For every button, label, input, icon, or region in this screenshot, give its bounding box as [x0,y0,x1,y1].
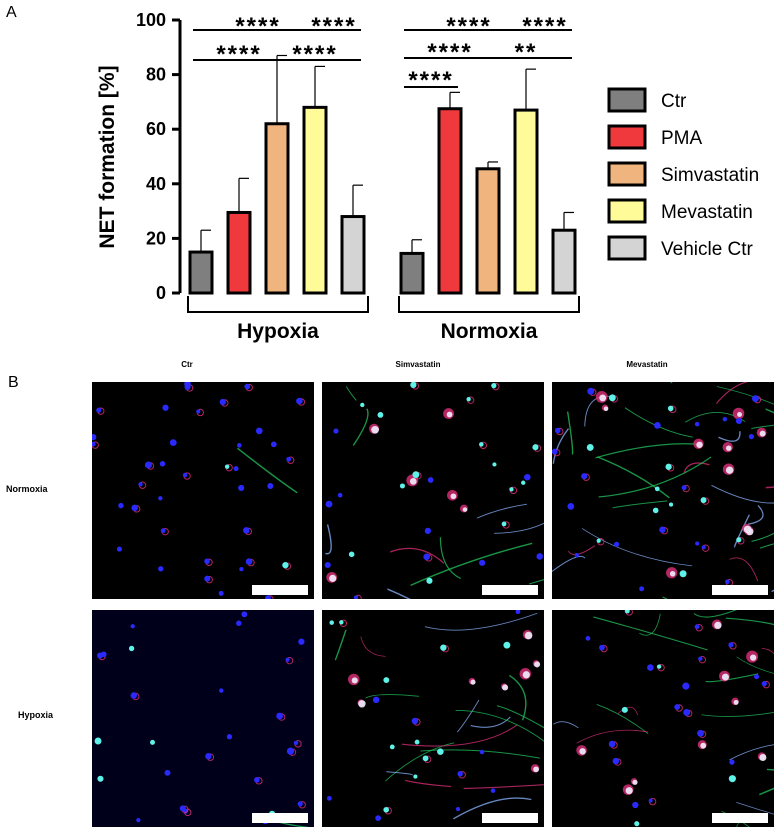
bar-simvastatin-normoxia [475,167,501,295]
bar-vehicle-ctr-hypoxia [340,215,366,295]
bar-mevastatin-hypoxia [302,105,328,295]
legend-swatch-mevastatin [607,198,647,224]
bar-mevastatin-normoxia [513,108,539,295]
significance-label-normoxia-0: **** [408,67,453,94]
significance-label-hypoxia-0: **** [216,41,261,68]
micrograph-normoxia-simvastatin [322,382,544,599]
bar-chart: 0 20 40 60 80 100 NET formation [%] Hypoxia Norm… [96,10,759,343]
micrograph-hypoxia-ctr [92,610,314,827]
panel-b-label: B [8,374,19,391]
micrograph-normoxia-ctr [92,382,314,599]
column-label-simvastatin: Simvastatin [395,360,441,369]
legend-label-mevastatin: Mevastatin [661,202,753,223]
micrograph-hypoxia-mevastatin [552,610,774,827]
significance-label-normoxia-3: ** [515,39,538,66]
panel-a-label: A [6,4,17,21]
significance-label-normoxia-1: **** [427,39,472,66]
micrograph-image [324,382,544,599]
row-label-hypoxia: Hypoxia [18,710,54,720]
group-label-hypoxia: Hypoxia [237,320,319,343]
y-tick-label: 100 [136,10,166,30]
legend-label-vehicle-ctr: Vehicle Ctr [661,239,754,260]
legend-label-pma: PMA [661,128,703,149]
micrograph-normoxia-mevastatin [552,382,774,599]
legend-swatch-pma [607,124,647,150]
y-tick-label: 40 [146,174,166,194]
micrograph-image [326,610,544,823]
significance-label-normoxia-2: **** [446,13,491,40]
y-tick-label: 0 [156,283,166,303]
micrograph-image [94,611,310,827]
bar-vehicle-ctr-normoxia [551,228,577,295]
bar-pma-normoxia [437,107,463,295]
column-label-mevastatin: Mevastatin [626,360,668,369]
legend-swatch-ctr [607,87,647,113]
significance-label-hypoxia-2: **** [311,13,356,40]
micrograph-image [553,610,774,827]
group-bracket-normoxia [398,296,580,313]
bar-pma-hypoxia [226,210,252,295]
y-tick-label: 20 [146,228,166,248]
legend-label-ctr: Ctr [661,91,687,112]
significance-label-hypoxia-3: **** [292,41,337,68]
micrograph-image [92,382,308,599]
row-label-normoxia: Normoxia [6,484,48,494]
y-tick-label: 80 [146,65,166,85]
bar-ctr-hypoxia [188,250,214,295]
micrograph-image [552,382,774,599]
significance-label-hypoxia-1: **** [235,13,280,40]
group-bracket-hypoxia [187,296,369,313]
column-label-ctr: Ctr [181,360,193,369]
micrograph-hypoxia-simvastatin [322,610,544,827]
y-axis-label: NET formation [%] [96,65,119,248]
legend-swatch-vehicle-ctr [607,235,647,261]
group-label-normoxia: Normoxia [441,320,538,343]
bar-ctr-normoxia [399,251,425,295]
bar-simvastatin-hypoxia [264,122,290,295]
legend-swatch-simvastatin [607,161,647,187]
significance-label-normoxia-4: **** [522,13,567,40]
legend-label-simvastatin: Simvastatin [661,165,759,186]
y-tick-label: 60 [146,119,166,139]
